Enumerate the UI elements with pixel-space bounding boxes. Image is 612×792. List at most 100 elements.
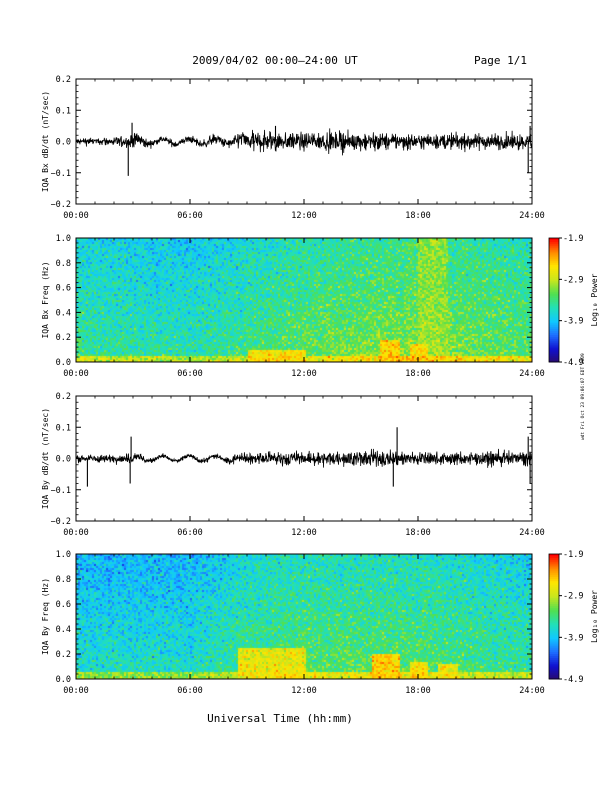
colorbar-segment [549, 651, 559, 655]
colorbar-segment [549, 610, 559, 613]
colorbar-segment [549, 349, 559, 353]
colorbar-segment [549, 662, 559, 665]
colorbar-segment [549, 597, 559, 601]
colorbar-segment [549, 351, 559, 355]
x-axis-title: Universal Time (hh:mm) [207, 712, 353, 725]
colorbar-segment [549, 353, 559, 357]
colorbar-segment [549, 341, 559, 344]
colorbar-tick-label: -4.9 [563, 675, 583, 685]
y-tick-label: −0.1 [51, 486, 71, 496]
colorbar-segment [549, 635, 559, 638]
colorbar-label: Log₁₀ Power [590, 590, 599, 643]
colorbar-segment [549, 556, 559, 559]
colorbar-segment [549, 326, 559, 330]
colorbar-segment [549, 674, 559, 678]
colorbar-segment [549, 306, 559, 309]
colorbar-segment [549, 318, 559, 322]
x-tick-label: 18:00 [405, 686, 431, 696]
colorbar-segment [549, 328, 559, 332]
colorbar-segment [549, 302, 559, 305]
colorbar-segment [549, 269, 559, 272]
colorbar-segment [549, 339, 559, 342]
colorbar-segment [549, 654, 559, 657]
x-tick-label: 00:00 [63, 211, 89, 221]
y-tick-label: 0.0 [56, 675, 71, 685]
colorbar-segment [549, 297, 559, 301]
colorbar-segment [549, 291, 559, 295]
colorbar-segment [549, 587, 559, 590]
colorbar-segment [549, 359, 559, 363]
colorbar-segment [549, 347, 559, 351]
colorbar-segment [549, 604, 559, 607]
colorbar-tick-label: -1.9 [563, 550, 583, 560]
colorbar-segment [549, 295, 559, 299]
colorbar-segment [549, 564, 559, 567]
panel-4: -1.9 -2.9 -3.9 -4.9 Log₁₀ Power 00:00 06:00 12:… [41, 550, 599, 696]
colorbar-segment [549, 254, 559, 258]
colorbar-segment [549, 275, 559, 278]
colorbar-segment [549, 260, 559, 264]
y-axis-label: IQA Bx Freq (Hz) [41, 261, 50, 338]
colorbar-segment [549, 316, 559, 320]
y-tick-label: 0.0 [56, 358, 71, 368]
y-tick-label: −0.2 [51, 517, 71, 527]
colorbar-segment [549, 658, 559, 661]
colorbar-segment [549, 601, 559, 605]
x-tick-label: 18:00 [405, 211, 431, 221]
colorbar-segment [549, 637, 559, 640]
colorbar-segment [549, 250, 559, 253]
colorbar-segment [549, 283, 559, 287]
colorbar-label: Log₁₀ Power [590, 273, 599, 326]
colorbar-segment [549, 262, 559, 266]
colorbar-segment [549, 345, 559, 349]
colorbar-frame [548, 553, 560, 680]
colorbar-segment [549, 572, 559, 576]
colorbar-segment [549, 614, 559, 617]
colorbar-segment [549, 242, 559, 245]
colorbar-segment [549, 277, 559, 280]
colorbar-segment [549, 285, 559, 289]
colorbar-segment [549, 558, 559, 561]
colorbar-segment [549, 304, 559, 307]
colorbar-segment [549, 639, 559, 642]
y-tick-label: −0.2 [51, 200, 71, 210]
colorbar-segment [549, 616, 559, 620]
colorbar: -1.9 -2.9 -3.9 -4.9 Log₁₀ Power [548, 550, 599, 685]
y-tick-label: 1.0 [56, 550, 71, 560]
y-axis-label: IQA By dB/dt (nT/sec) [41, 408, 50, 509]
colorbar-segment [549, 258, 559, 262]
colorbar-segment [549, 248, 559, 251]
colorbar-segment [549, 335, 559, 338]
colorbar-segment [549, 672, 559, 676]
series-line [75, 448, 533, 468]
y-axis-label: IQA By Freq (Hz) [41, 578, 50, 655]
spectrogram-image [76, 554, 532, 679]
colorbar-segment [549, 595, 559, 599]
x-tick-label: 12:00 [291, 686, 317, 696]
colorbar: -1.9 -2.9 -3.9 -4.9 Log₁₀ Power [548, 234, 599, 368]
colorbar-segment [549, 279, 559, 282]
colorbar-segment [549, 618, 559, 622]
y-tick-label: 0.1 [56, 423, 71, 433]
colorbar-segment [549, 343, 559, 346]
colorbar-segment [549, 633, 559, 636]
panels: 00:00 06:00 12:00 18:00 24:00 0.2 0.1 0.0 −0.1 −0… [41, 75, 599, 696]
colorbar-segment [549, 244, 559, 247]
colorbar-segment [549, 287, 559, 291]
colorbar-segment [549, 310, 559, 313]
colorbar-segment [549, 293, 559, 297]
colorbar-segment [549, 320, 559, 324]
x-tick-label: 00:00 [63, 369, 89, 379]
colorbar-segment [549, 649, 559, 653]
colorbar-segment [549, 271, 559, 274]
colorbar-segment [549, 256, 559, 260]
colorbar-segment [549, 622, 559, 626]
page-title: 2009/04/02 00:00–24:00 UT [192, 54, 358, 67]
colorbar-segment [549, 574, 559, 578]
colorbar-segment [549, 240, 559, 243]
colorbar-segment [549, 576, 559, 580]
x-tick-label: 18:00 [405, 528, 431, 538]
y-tick-label: 0.1 [56, 106, 71, 116]
colorbar-segment [549, 312, 559, 315]
